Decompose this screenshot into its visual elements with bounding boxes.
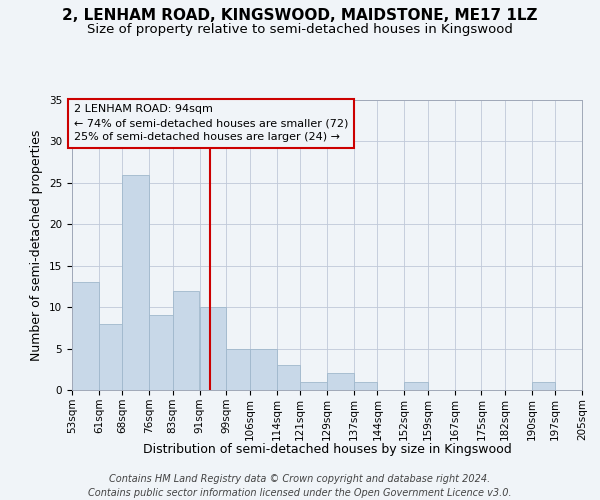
Text: 2, LENHAM ROAD, KINGSWOOD, MAIDSTONE, ME17 1LZ: 2, LENHAM ROAD, KINGSWOOD, MAIDSTONE, ME…	[62, 8, 538, 22]
Bar	[199, 307, 226, 390]
Text: Distribution of semi-detached houses by size in Kingswood: Distribution of semi-detached houses by …	[143, 442, 511, 456]
Bar	[72, 282, 99, 390]
Bar	[173, 290, 199, 390]
Text: 2 LENHAM ROAD: 94sqm
← 74% of semi-detached houses are smaller (72)
25% of semi-: 2 LENHAM ROAD: 94sqm ← 74% of semi-detac…	[74, 104, 348, 142]
Text: Size of property relative to semi-detached houses in Kingswood: Size of property relative to semi-detach…	[87, 22, 513, 36]
Bar	[300, 382, 327, 390]
Bar	[354, 382, 377, 390]
Bar	[149, 316, 173, 390]
Bar	[277, 365, 300, 390]
Bar	[99, 324, 122, 390]
Text: Contains HM Land Registry data © Crown copyright and database right 2024.
Contai: Contains HM Land Registry data © Crown c…	[88, 474, 512, 498]
Bar	[327, 374, 354, 390]
Bar	[404, 382, 428, 390]
Bar	[122, 174, 149, 390]
Bar	[250, 348, 277, 390]
Y-axis label: Number of semi-detached properties: Number of semi-detached properties	[31, 130, 43, 360]
Bar	[532, 382, 555, 390]
Bar	[582, 382, 600, 390]
Bar	[226, 348, 250, 390]
